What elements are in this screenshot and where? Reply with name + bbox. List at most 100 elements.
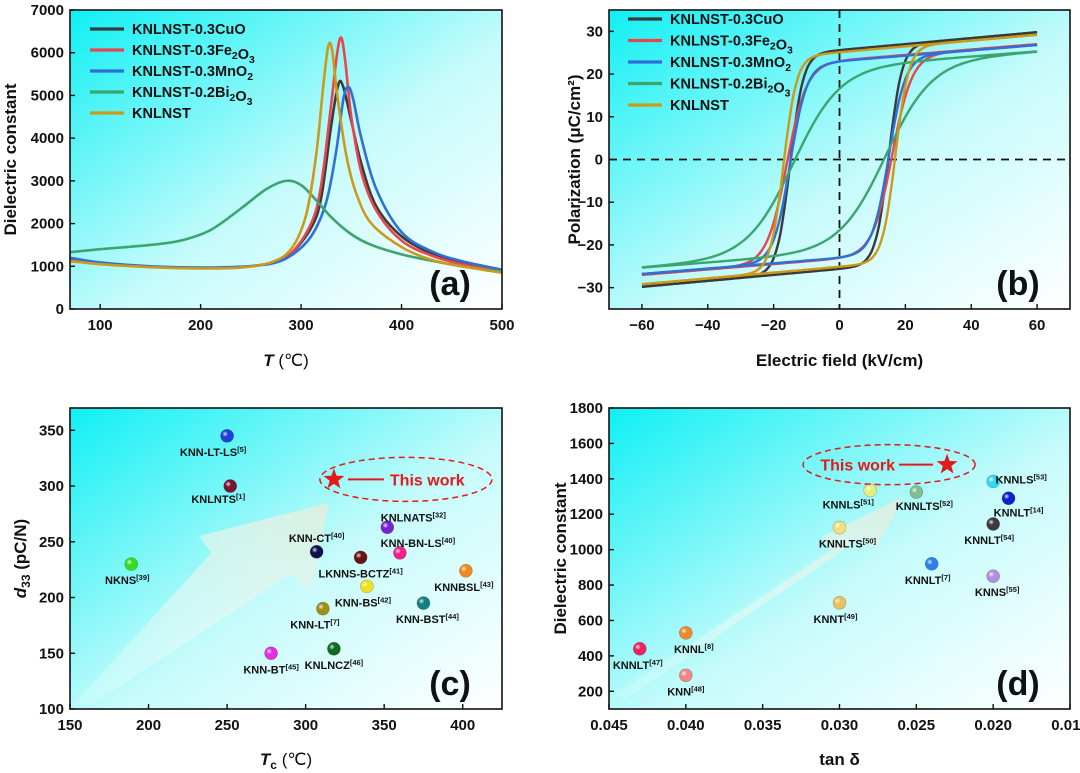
label-name: KNNLT bbox=[994, 507, 1031, 519]
this-work-star bbox=[936, 453, 958, 474]
data-point-label: KNNLTS[50] bbox=[819, 537, 877, 551]
data-point-highlight bbox=[310, 545, 324, 559]
data-point-label: KNLNTS[1] bbox=[191, 492, 245, 506]
label-name: KNN-LT bbox=[290, 620, 330, 632]
text-span: KNLNST-0.2Bi bbox=[670, 77, 768, 93]
panel-d: KNNLS[53]KNNLT[14]KNNLT[54]KNNLS[51] KNNL… bbox=[551, 400, 1080, 769]
label-ref: [1] bbox=[236, 492, 246, 501]
text-span: KNLNST-0.2Bi bbox=[132, 85, 230, 101]
text-span: O bbox=[238, 47, 249, 63]
text-span: KNLNST-0.3CuO bbox=[132, 22, 246, 38]
data-point-label: KNN-LT-LS[5] bbox=[180, 445, 247, 459]
data-point-highlight bbox=[220, 429, 234, 443]
label-name: KNNL bbox=[674, 644, 705, 656]
y-tick-label: −20 bbox=[578, 237, 603, 254]
label-ref: [51] bbox=[861, 497, 875, 506]
x-axis-label: Electric field (kV/cm) bbox=[756, 351, 923, 370]
data-point-highlight bbox=[679, 626, 693, 640]
data-point-label: NKNS[39] bbox=[105, 573, 150, 587]
label-ref: [48] bbox=[691, 684, 705, 693]
this-work-label: This work bbox=[390, 472, 465, 489]
label-name: KNN-BS bbox=[335, 597, 378, 609]
label-ref: [47] bbox=[649, 658, 663, 667]
label-ref: [8] bbox=[705, 642, 715, 651]
data-point-label: KNN[48] bbox=[667, 684, 705, 698]
this-work-label: This work bbox=[820, 458, 895, 475]
label-name: LKNNS-BCTZ bbox=[319, 568, 390, 580]
label-ref: [43] bbox=[480, 580, 494, 589]
data-point-label: KNNLT[54] bbox=[964, 533, 1014, 547]
data-point-highlight bbox=[833, 521, 846, 535]
y-tick-label: 400 bbox=[578, 648, 603, 665]
data-point-label: KNNS[55] bbox=[975, 585, 1020, 599]
x-tick-label: 40 bbox=[963, 317, 980, 334]
data-point-label: KNN-BN-LS[40] bbox=[381, 536, 456, 550]
axis-var: T bbox=[263, 351, 275, 370]
text-span: O bbox=[776, 38, 787, 54]
legend-label: KNLNST-0.3Fe2O3 bbox=[670, 34, 793, 57]
x-tick-label: 0.025 bbox=[898, 717, 936, 734]
y-tick-label: 20 bbox=[586, 66, 603, 83]
data-point-label: LKNNS-BCTZ[41] bbox=[319, 566, 404, 580]
legend-label: KNLNST-0.2Bi2O3 bbox=[670, 77, 791, 100]
y-tick-label: 200 bbox=[578, 683, 603, 700]
data-point-highlight bbox=[633, 642, 647, 656]
label-ref: [45] bbox=[285, 662, 299, 671]
y-tick-label: 1400 bbox=[570, 471, 603, 488]
text-span: 3 bbox=[247, 97, 253, 108]
label-ref: [32] bbox=[433, 510, 447, 519]
label-name: KNN-BN-LS bbox=[381, 538, 442, 550]
label-name: KNN bbox=[667, 686, 691, 698]
loop-descending-branch bbox=[641, 33, 1038, 286]
data-point-highlight bbox=[124, 557, 138, 571]
x-tick-label: 500 bbox=[489, 317, 514, 334]
x-tick-label: 60 bbox=[1029, 317, 1046, 334]
data-point-highlight bbox=[909, 485, 923, 499]
data-point-highlight bbox=[986, 517, 1000, 531]
trend-arrow bbox=[73, 502, 330, 705]
panel-a: 100 200 300 400 5000100020003000400050006000… bbox=[1, 2, 515, 370]
data-point-highlight bbox=[925, 557, 939, 571]
y-tick-label: 6000 bbox=[31, 45, 64, 62]
panel-label: (a) bbox=[429, 265, 471, 303]
data-point-highlight bbox=[354, 550, 368, 564]
panel-c: KNN-LT-LS[5] KNLNTS[1] NKNS[39] KNN-CT[40] K… bbox=[11, 407, 503, 772]
data-point-highlight bbox=[264, 646, 278, 660]
label-name: KNNLT bbox=[905, 575, 942, 587]
loop-descending-branch bbox=[641, 50, 1038, 269]
data-point-highlight bbox=[833, 596, 846, 610]
text-span: O bbox=[773, 81, 784, 97]
x-axis-label: Tc (℃) bbox=[260, 750, 312, 772]
text-span: 3 bbox=[249, 55, 255, 66]
x-tick-label: −60 bbox=[629, 317, 654, 334]
y-tick-label: 600 bbox=[578, 612, 603, 629]
text-span: 2 bbox=[232, 51, 238, 62]
label-name: KNNLT bbox=[613, 660, 650, 672]
label-name: KNNT bbox=[814, 614, 845, 626]
y-tick-label: 5000 bbox=[31, 87, 64, 104]
x-tick-label: 400 bbox=[450, 717, 475, 734]
x-tick-label: 0.015 bbox=[1051, 717, 1080, 734]
y-tick-label: 0 bbox=[56, 301, 64, 318]
data-point-label: KNNLT[14] bbox=[994, 505, 1044, 519]
x-tick-label: 0.030 bbox=[821, 717, 859, 734]
series-line bbox=[69, 179, 503, 274]
y-tick-label: 300 bbox=[39, 478, 64, 495]
y-tick-label: 250 bbox=[39, 534, 64, 551]
data-point-label: KNN-LT[7] bbox=[290, 618, 340, 632]
data-point-label: KNNLT[7] bbox=[905, 573, 951, 587]
label-ref: [40] bbox=[331, 531, 345, 540]
x-tick-label: 250 bbox=[215, 717, 240, 734]
label-name: KNNLTS bbox=[819, 539, 863, 551]
label-ref: [14] bbox=[1030, 505, 1044, 514]
label-ref: [42] bbox=[378, 595, 392, 604]
legend-label: KNLNST-0.3CuO bbox=[670, 12, 784, 28]
label-name: KNN-CT bbox=[289, 533, 331, 545]
label-name: KNLNTS bbox=[191, 494, 236, 506]
x-tick-label: 200 bbox=[188, 317, 213, 334]
text-span: KNLNST bbox=[132, 106, 191, 122]
data-point-label: KNNLT[47] bbox=[613, 658, 663, 672]
label-name: KNN-BST bbox=[396, 614, 446, 626]
data-point-highlight bbox=[986, 569, 1000, 583]
